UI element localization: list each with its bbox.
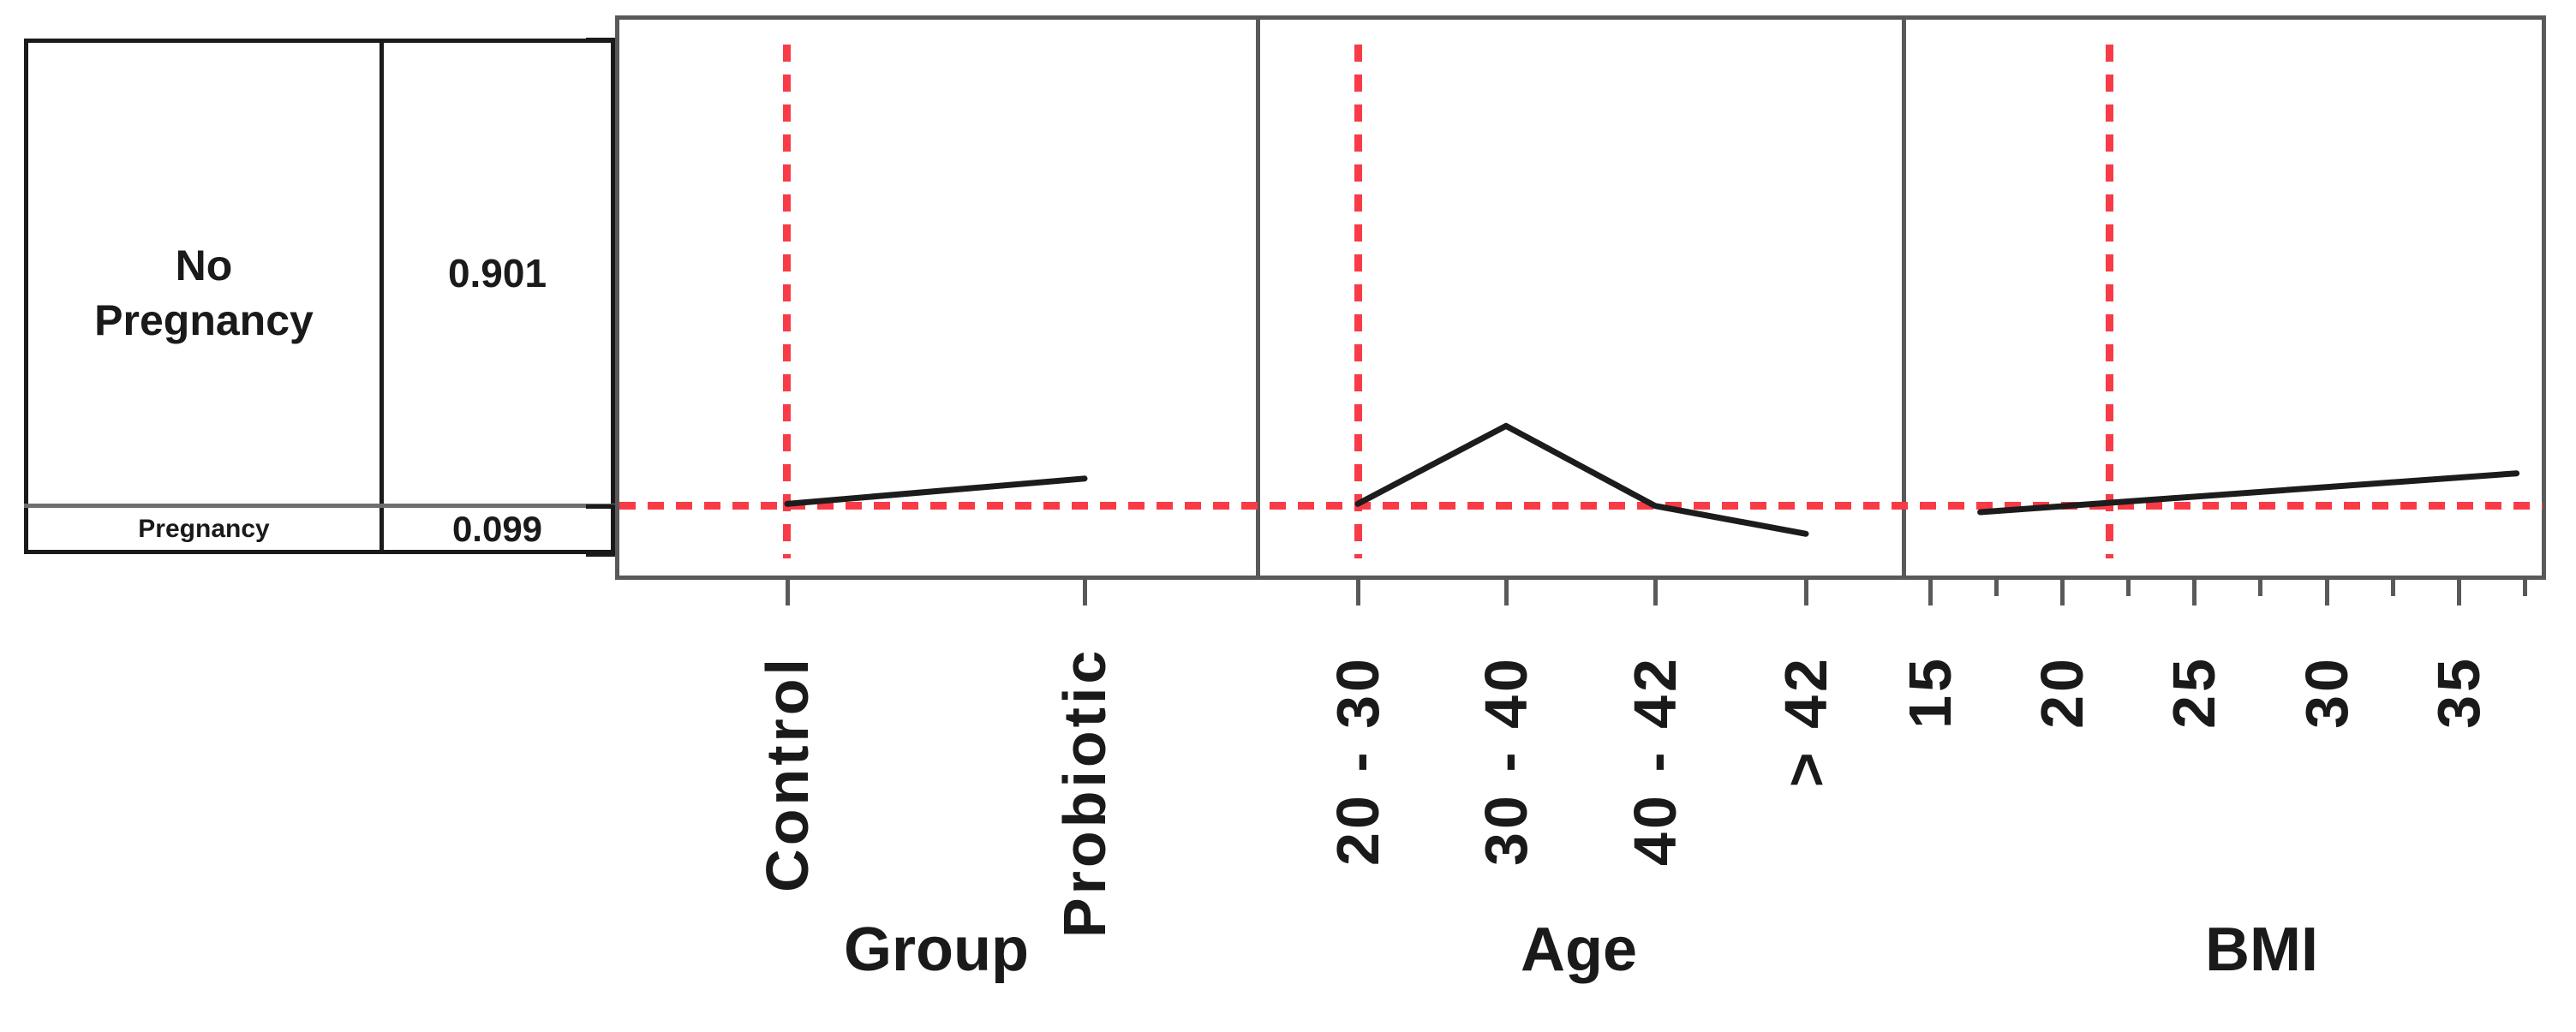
outcome-label-pregnancy: Pregnancy [138,514,270,543]
y-axis-tick [586,38,615,42]
x-tick-label-bmi-30: 30 [2293,655,2360,729]
x-axis-tick [2258,580,2262,596]
table-column-divider [380,39,384,554]
trend-line-age [1354,422,1809,537]
reference-line-horizontal [619,502,2543,510]
reference-line-vertical-bmi [2106,45,2113,558]
x-axis-tick [2523,580,2527,596]
x-tick-label-bmi-25: 25 [2161,655,2227,729]
x-axis-tick [1653,580,1658,605]
outcome-label-text: No Pregnancy [94,242,314,344]
x-axis-tick [1804,580,1808,605]
x-tick-label-probiotic: Probiotic [1051,647,1118,938]
y-axis-tick [586,504,615,509]
axis-title-group: Group [844,916,1029,984]
profiler-plot-frame [615,15,2546,580]
x-axis-tick [786,580,790,605]
x-axis-tick [2325,580,2329,605]
x-tick-label-control: Control [754,655,821,892]
y-axis-tick [586,552,615,557]
trend-line-group [784,475,1088,507]
x-tick-label-age-30-40: 30 - 40 [1473,655,1539,866]
x-axis-tick [2391,580,2395,596]
probability-table [24,39,615,554]
reference-line-vertical-age [1354,45,1362,558]
x-axis-tick [2126,580,2131,596]
x-tick-label-age-40-42: 40 - 42 [1622,655,1688,866]
probability-value-no-pregnancy: 0.901 [447,251,547,295]
probability-value-pregnancy: 0.099 [451,508,543,549]
x-tick-label-bmi-20: 20 [2029,655,2095,729]
x-tick-label-age-20-30: 20 - 30 [1324,655,1391,866]
axis-title-bmi: BMI [2205,916,2318,984]
x-tick-label-age-gt-42: > 42 [1772,655,1839,788]
x-axis-tick [2192,580,2196,605]
x-axis-tick [1083,580,1087,605]
axis-title-age: Age [1520,916,1638,984]
x-axis-tick [1356,580,1360,605]
panel-divider-group-age [1256,15,1260,580]
x-axis-tick [2457,580,2461,605]
trend-line-bmi [1977,470,2520,516]
x-tick-label-bmi-35: 35 [2425,655,2492,729]
x-axis-tick [1994,580,1999,596]
x-axis-tick [1928,580,1933,605]
table-row-divider [24,504,615,508]
x-axis-tick [2060,580,2065,605]
outcome-label-no-pregnancy: No Pregnancy [28,43,380,504]
reference-line-vertical-group [783,45,791,558]
x-tick-label-bmi-15: 15 [1897,655,1963,729]
x-axis-tick [1504,580,1509,605]
panel-divider-age-bmi [1902,15,1906,580]
